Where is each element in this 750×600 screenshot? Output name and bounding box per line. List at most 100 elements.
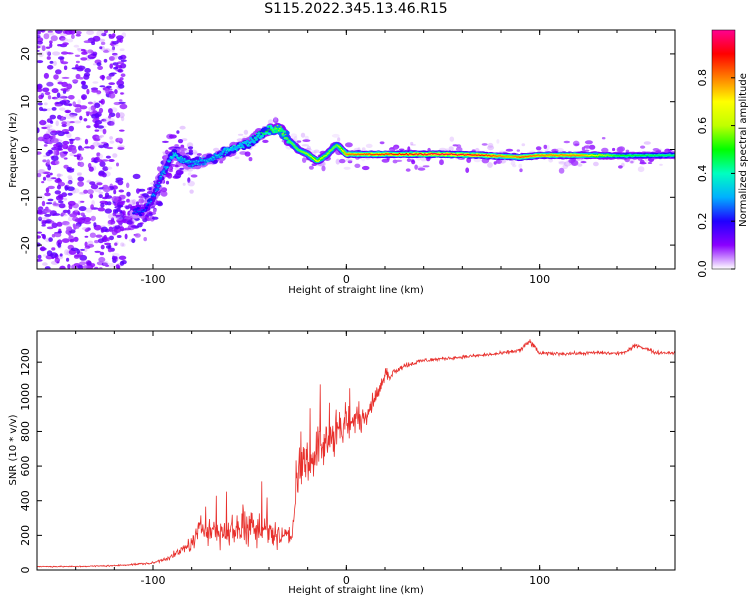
noise-blob — [99, 161, 106, 168]
noise-blob — [56, 79, 64, 82]
noise-blob — [58, 200, 64, 204]
ridge-core-blob — [291, 143, 294, 145]
ridge-core-blob — [420, 153, 423, 155]
noise-blob — [38, 217, 45, 220]
noise-blob — [562, 164, 568, 170]
noise-blob — [301, 144, 310, 147]
noise-blob — [56, 261, 60, 264]
noise-blob — [59, 100, 67, 105]
x-tick-label: -100 — [141, 273, 166, 286]
snr-y-label: SNR (10 * v/v) — [8, 414, 19, 485]
noise-blob — [41, 200, 46, 207]
noise-blob — [577, 163, 583, 167]
ridge-core-blob — [170, 155, 172, 158]
noise-blob — [118, 255, 127, 260]
y-tick-label: 0 — [19, 146, 32, 153]
ridge-core-blob — [495, 155, 498, 158]
noise-blob — [112, 212, 117, 217]
noise-blob — [625, 149, 630, 153]
spectrogram-y-label: Frequency (Hz) — [8, 112, 19, 188]
noise-blob — [112, 52, 118, 56]
ridge-core-blob — [165, 168, 167, 170]
noise-blob — [60, 88, 68, 91]
noise-blob — [86, 180, 91, 183]
noise-blob — [237, 133, 244, 136]
noise-blob — [76, 225, 79, 229]
ridge-core-blob — [157, 186, 159, 188]
noise-blob — [69, 213, 78, 218]
noise-blob — [44, 192, 51, 197]
noise-blob — [51, 138, 59, 144]
ridge-core-blob — [551, 154, 554, 157]
ridge-core-blob — [659, 155, 662, 157]
noise-blob — [47, 128, 53, 132]
ridge-core-blob — [511, 156, 513, 158]
noise-blob — [37, 33, 41, 37]
x-tick-label: -100 — [141, 574, 166, 587]
noise-blob — [120, 73, 126, 77]
noise-blob — [411, 159, 416, 165]
ridge-core-blob — [348, 153, 351, 155]
ridge-core-blob — [391, 153, 394, 155]
noise-blob — [92, 35, 101, 42]
colorbar-ticks: 0.0 0.2 0.4 0.6 0.8 — [696, 69, 735, 278]
noise-blob — [410, 141, 414, 146]
noise-blob — [51, 130, 57, 133]
ridge-core-blob — [377, 154, 380, 156]
ridge-core-blob — [555, 154, 557, 156]
ridge-core-blob — [150, 200, 152, 203]
ridge-inner-blob — [162, 169, 166, 172]
noise-blob — [76, 47, 80, 51]
noise-blob — [61, 76, 70, 79]
ridge-core-blob — [449, 153, 452, 155]
ridge-inner-blob — [256, 134, 260, 138]
noise-blob — [41, 45, 46, 52]
noise-blob — [80, 57, 88, 61]
ridge-core-blob — [664, 154, 666, 157]
ridge-core-blob — [208, 159, 210, 161]
noise-blob — [97, 159, 103, 163]
noise-blob — [78, 161, 85, 168]
noise-blob — [273, 116, 278, 122]
ridge-core-blob — [528, 155, 530, 157]
ridge-core-blob — [280, 126, 282, 128]
noise-blob — [37, 40, 43, 45]
ridge-inner-blob — [267, 132, 271, 135]
noise-blob — [76, 155, 80, 160]
noise-blob — [452, 144, 459, 147]
noise-blob — [338, 158, 346, 164]
ridge-inner-blob — [270, 126, 274, 130]
ridge-core-blob — [265, 130, 267, 133]
noise-blob — [84, 235, 89, 238]
snr-plot-area — [37, 331, 675, 570]
noise-blob — [213, 147, 220, 152]
noise-blob — [37, 231, 43, 234]
noise-blob — [87, 49, 94, 54]
ridge-core-blob — [540, 155, 542, 157]
noise-blob — [90, 204, 94, 211]
ridge-core-blob — [395, 153, 397, 156]
noise-blob — [106, 75, 112, 80]
noise-blob — [92, 63, 97, 66]
noise-blob — [76, 172, 83, 176]
noise-blob — [558, 167, 565, 174]
ridge-core-blob — [526, 156, 528, 158]
noise-blob — [99, 85, 106, 88]
noise-blob — [185, 152, 194, 155]
noise-blob — [652, 148, 660, 152]
noise-blob — [616, 146, 624, 153]
ridge-core-blob — [383, 154, 386, 156]
ridge-core-blob — [447, 153, 449, 156]
noise-blob — [236, 138, 244, 142]
ridge-core-blob — [132, 211, 135, 213]
ridge-core-blob — [644, 154, 646, 156]
ridge-core-blob — [455, 153, 457, 156]
noise-blob — [68, 125, 75, 132]
ridge-core-blob — [144, 209, 147, 211]
noise-blob — [102, 186, 111, 193]
noise-blob — [168, 134, 177, 139]
ridge-core-blob — [302, 151, 304, 153]
noise-blob — [67, 180, 73, 185]
noise-blob — [96, 182, 103, 186]
